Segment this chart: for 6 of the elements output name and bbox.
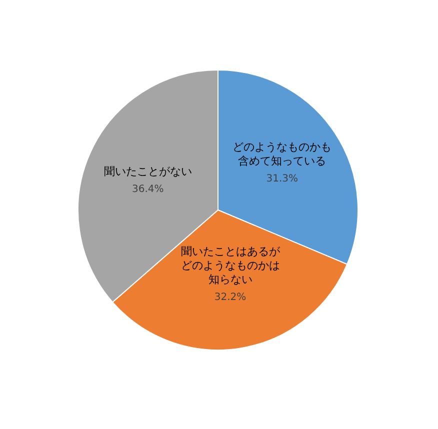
- slice-label: 聞いたことはあるがどのようなものかは知らない: [180, 245, 281, 286]
- slice-label: 聞いたことがない: [104, 165, 192, 178]
- data-label: 31.3%: [266, 173, 298, 184]
- data-label: 32.2%: [214, 292, 246, 304]
- slice-label: どのようなものかも含めて知っている: [232, 140, 332, 168]
- data-label: 36.4%: [132, 184, 164, 196]
